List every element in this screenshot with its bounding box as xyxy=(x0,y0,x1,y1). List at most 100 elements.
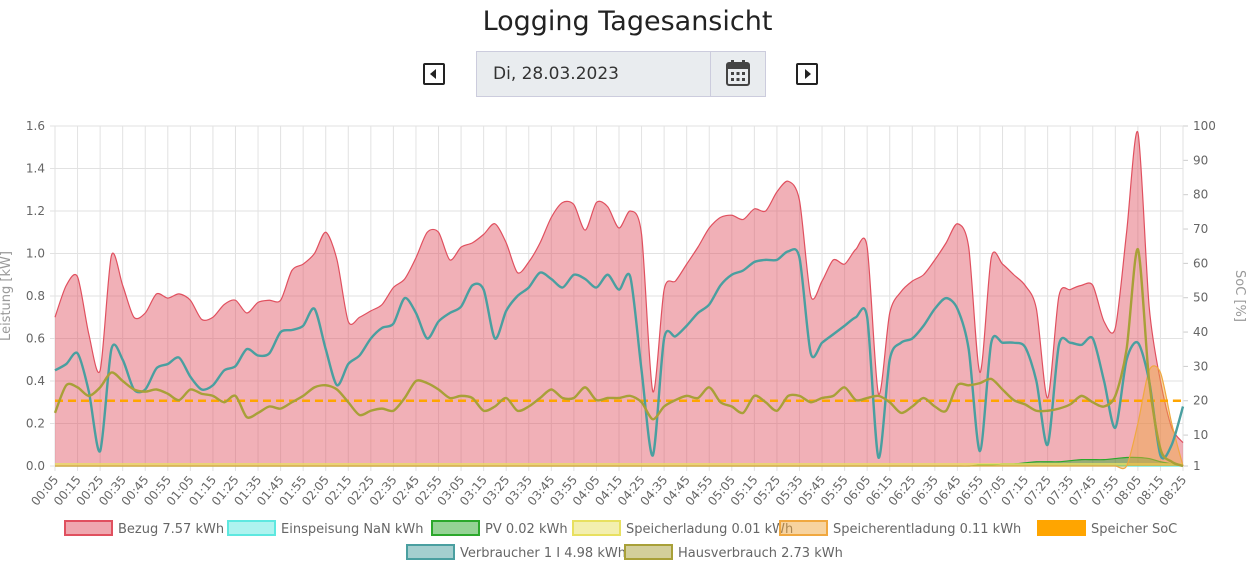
x-tick-label: 01:25 xyxy=(209,473,242,508)
x-tick-label: 08:25 xyxy=(1156,473,1189,508)
x-tick-label: 00:35 xyxy=(96,473,129,508)
x-tick-label: 00:15 xyxy=(51,473,84,508)
y2-tick-label: 30 xyxy=(1193,359,1208,373)
y-tick-label: 1.2 xyxy=(26,204,45,218)
date-text: Di, 28.03.2023 xyxy=(493,64,619,84)
legend-label: Verbraucher 1 I 4.98 kWh xyxy=(460,546,626,561)
x-tick-label: 02:15 xyxy=(322,473,355,508)
x-tick-label: 06:45 xyxy=(931,473,964,508)
legend-label: Speicherladung 0.01 kWh xyxy=(626,522,793,537)
y2-tick-label: 10 xyxy=(1193,428,1208,442)
x-tick-label: 04:25 xyxy=(615,473,648,508)
series-line xyxy=(53,248,1184,468)
y-tick-label: 1.4 xyxy=(26,162,45,176)
series-line xyxy=(54,247,1185,460)
x-tick-label: 07:35 xyxy=(1044,473,1077,508)
y2-tick-label: 50 xyxy=(1193,291,1208,305)
series-area xyxy=(55,457,1183,467)
x-tick-label: 03:15 xyxy=(457,473,490,508)
x-tick-label: 03:45 xyxy=(525,473,558,508)
legend-swatch xyxy=(779,520,828,536)
y2-tick-label: 40 xyxy=(1193,325,1208,339)
y2-tick-label: 100 xyxy=(1193,119,1216,133)
x-tick-label: 02:45 xyxy=(389,473,422,508)
y-tick-label: 0.4 xyxy=(26,374,45,388)
y-tick-label: 0.2 xyxy=(26,417,45,431)
next-day-button[interactable] xyxy=(796,63,818,85)
x-tick-label: 03:05 xyxy=(434,473,467,508)
legend-label: Speicher SoC xyxy=(1091,522,1177,537)
x-tick-label: 08:15 xyxy=(1134,473,1167,508)
series-area xyxy=(55,131,1183,466)
y-axis-label: Leistung [kW] xyxy=(0,251,14,341)
x-tick-label: 02:35 xyxy=(367,473,400,508)
y2-tick-label: 70 xyxy=(1193,222,1208,236)
y2-axis-label: SoC [%] xyxy=(1232,270,1247,322)
y-tick-label: 0.8 xyxy=(26,289,45,303)
legend-swatch xyxy=(227,520,276,536)
x-tick-label: 04:35 xyxy=(637,473,670,508)
x-tick-label: 00:05 xyxy=(28,473,61,508)
x-tick-label: 01:05 xyxy=(164,473,197,508)
x-tick-label: 06:15 xyxy=(863,473,896,508)
page-title: Logging Tagesansicht xyxy=(482,6,773,37)
prev-day-button[interactable] xyxy=(423,63,445,85)
x-tick-label: 04:05 xyxy=(570,473,603,508)
calendar-button[interactable] xyxy=(710,52,765,96)
x-tick-label: 04:15 xyxy=(592,473,625,508)
x-tick-label: 05:35 xyxy=(773,473,806,508)
x-tick-label: 00:25 xyxy=(73,473,106,508)
series-area xyxy=(55,463,1183,466)
legend-swatch xyxy=(431,520,480,536)
legend-label: Bezug 7.57 kWh xyxy=(118,522,224,537)
y-tick-label: 1.0 xyxy=(26,247,45,261)
x-tick-label: 07:55 xyxy=(1089,473,1122,508)
legend-label: Hausverbrauch 2.73 kWh xyxy=(678,546,843,561)
x-tick-label: 00:55 xyxy=(141,473,174,508)
y-tick-label: 0.6 xyxy=(26,332,45,346)
x-tick-label: 05:15 xyxy=(728,473,761,508)
legend-swatch xyxy=(1037,520,1086,536)
x-tick-label: 04:45 xyxy=(660,473,693,508)
x-tick-label: 03:35 xyxy=(502,473,535,508)
x-tick-label: 08:05 xyxy=(1111,473,1144,508)
x-tick-label: 05:25 xyxy=(750,473,783,508)
x-tick-label: 03:55 xyxy=(547,473,580,508)
legend-swatch xyxy=(624,544,673,560)
series-line xyxy=(55,365,1184,470)
x-tick-label: 07:45 xyxy=(1066,473,1099,508)
next-icon xyxy=(805,69,811,79)
y-tick-label: 1.6 xyxy=(26,119,45,133)
y2-tick-label: 80 xyxy=(1193,188,1208,202)
series-line xyxy=(55,456,1184,467)
y2-tick-label: 60 xyxy=(1193,256,1208,270)
legend-swatch xyxy=(572,520,621,536)
legend-label: Speicherentladung 0.11 kWh xyxy=(833,522,1021,537)
legend-label: Einspeisung NaN kWh xyxy=(281,522,424,537)
x-tick-label: 05:45 xyxy=(795,473,828,508)
x-tick-label: 07:15 xyxy=(998,473,1031,508)
y2-tick-label: 20 xyxy=(1193,394,1208,408)
x-tick-label: 02:25 xyxy=(344,473,377,508)
x-tick-label: 06:05 xyxy=(840,473,873,508)
series-area xyxy=(55,365,1183,469)
x-tick-label: 06:35 xyxy=(908,473,941,508)
x-tick-label: 03:25 xyxy=(480,473,513,508)
x-tick-label: 01:35 xyxy=(231,473,264,508)
series-line xyxy=(54,131,1184,444)
x-tick-label: 02:55 xyxy=(412,473,445,508)
legend-swatch xyxy=(406,544,455,560)
x-tick-label: 06:25 xyxy=(886,473,919,508)
x-tick-label: 01:55 xyxy=(276,473,309,508)
x-tick-label: 07:25 xyxy=(1021,473,1054,508)
legend-swatch xyxy=(64,520,113,536)
x-tick-label: 01:45 xyxy=(254,473,287,508)
x-tick-label: 01:15 xyxy=(186,473,219,508)
y-tick-label: 0.0 xyxy=(26,459,45,473)
legend-label: PV 0.02 kWh xyxy=(485,522,568,537)
calendar-icon xyxy=(726,60,750,86)
date-picker[interactable]: Di, 28.03.2023 xyxy=(476,51,766,97)
x-tick-label: 06:55 xyxy=(953,473,986,508)
x-tick-label: 07:05 xyxy=(976,473,1009,508)
